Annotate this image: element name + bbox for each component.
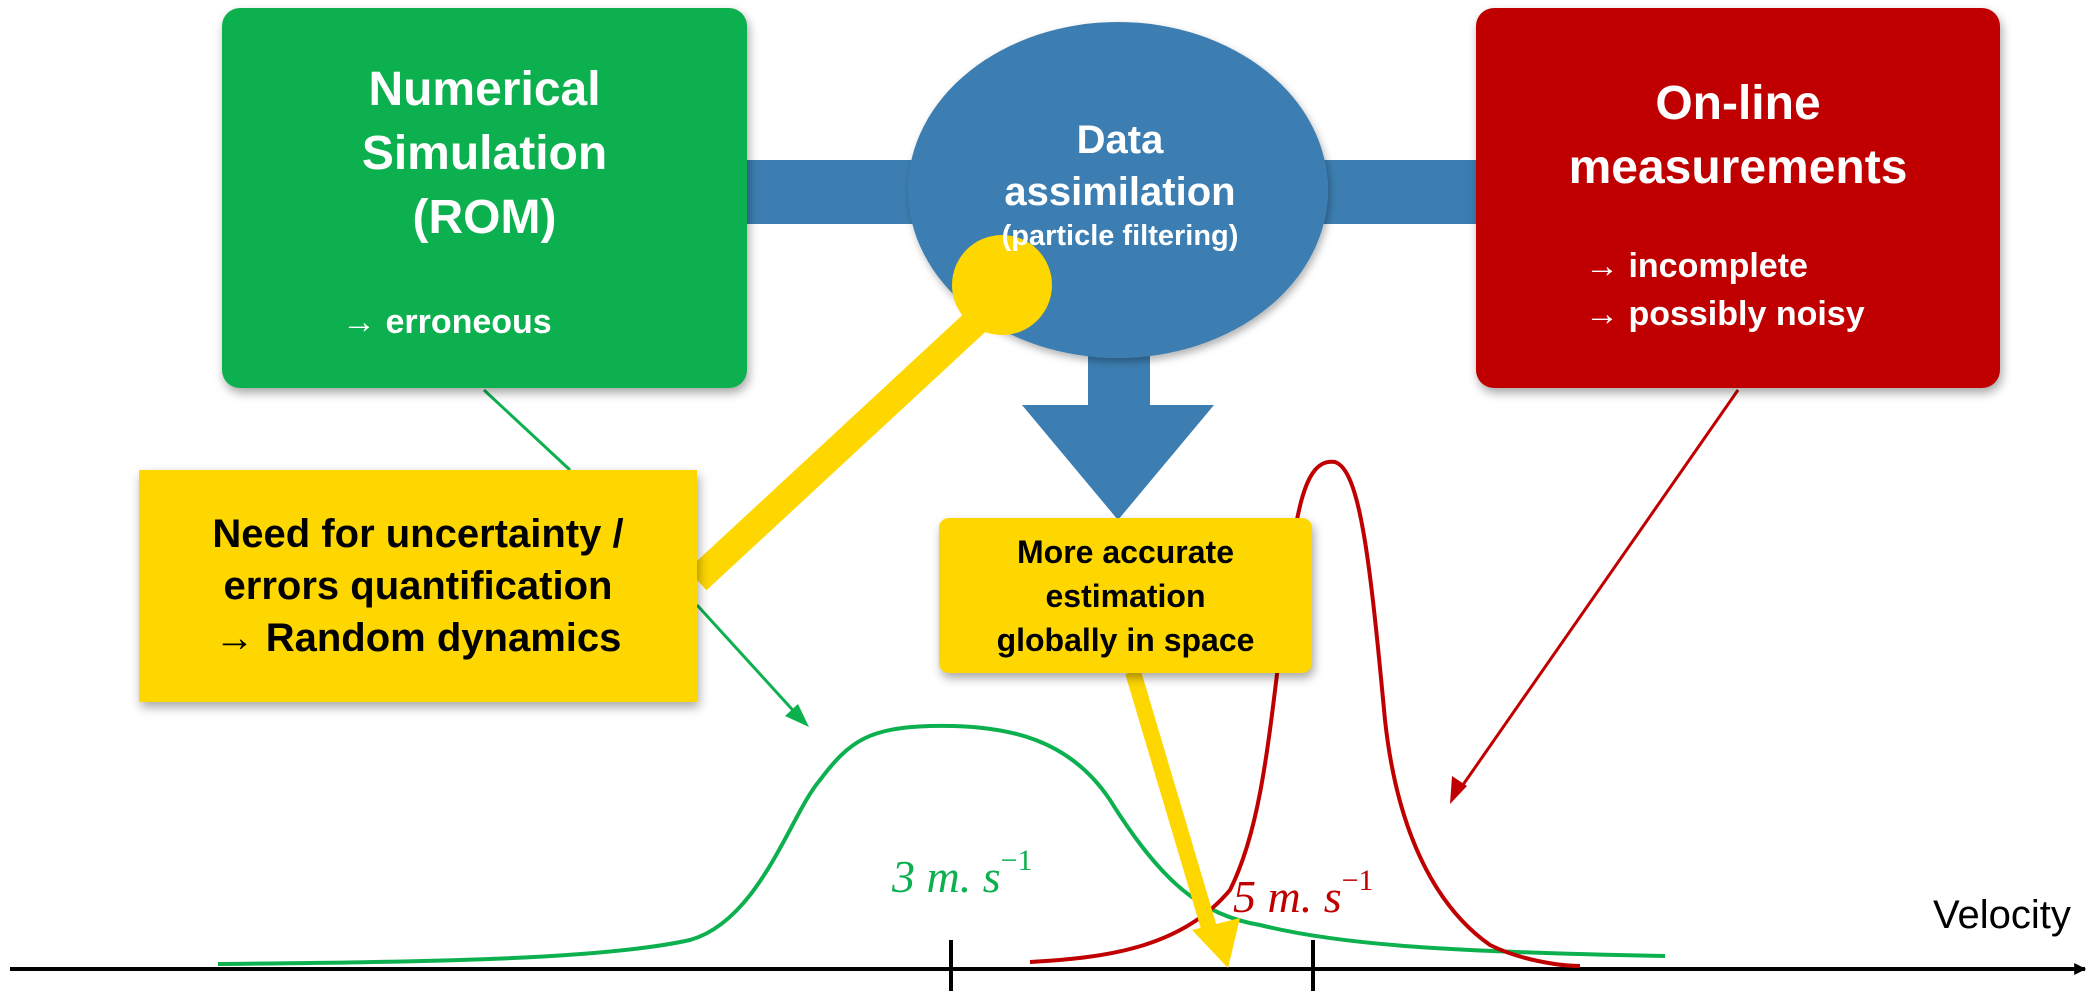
yellow-pointer-arrowhead [1192,918,1240,968]
down-arrow-head [1022,405,1214,520]
simulation-notes: → erroneous [342,298,552,346]
red-pointer-arrow [1456,389,1740,793]
estimation-line-1: More accurate [1017,533,1234,570]
uncertainty-quantification-box: Need for uncertainty / errors quantifica… [139,470,697,702]
accurate-estimation-box: More accurate estimation globally in spa… [939,518,1312,673]
velocity-5-exponent: −1 [1341,864,1374,897]
red-distribution-curve [1029,459,1581,968]
red-pointer-arrowhead [1450,776,1467,804]
data-assimilation-line-1: Data [1076,118,1164,162]
velocity-label-3: 3 m. s−1 [892,844,1033,903]
simulation-note: → erroneous [342,303,552,341]
measurements-title: On-line measurements [1476,72,2000,200]
simulation-title-line-1: Numerical [368,63,601,116]
velocity-3-exponent: −1 [1000,844,1033,877]
estimation-line-3: globally in space [996,621,1255,658]
yellow-link-dot [952,235,1052,335]
simulation-title-line-3: (ROM) [412,191,557,244]
yellow-pointer-arrow [1125,669,1220,941]
online-measurements-box: On-line measurements → incomplete → poss… [1476,8,2000,388]
green-pointer-arrowhead [785,704,809,727]
uncertainty-line-1: Need for uncertainty / [212,512,624,556]
measurements-title-line-2: measurements [1568,141,1908,194]
velocity-5-value: 5 [1233,871,1256,922]
velocity-3-unit: m. s [926,851,1001,902]
simulation-title-line-2: Simulation [361,127,608,180]
yellow-link-bar [687,279,1020,591]
measurements-note-2: → possibly noisy [1585,295,1865,333]
numerical-simulation-box: Numerical Simulation (ROM) → erroneous [222,8,747,388]
green-distribution-curve [217,723,1666,966]
green-pointer-arrow [695,603,802,720]
velocity-axis-label: Velocity [1933,893,2071,937]
velocity-3-value: 3 [892,851,915,902]
measurements-title-line-1: On-line [1655,77,1821,130]
measurements-note-1: → incomplete [1585,247,1808,285]
data-assimilation-label: Data assimilation (particle filtering) [920,114,1320,254]
simulation-title: Numerical Simulation (ROM) [222,58,747,250]
connector-bar-right [1310,160,1480,224]
velocity-5-unit: m. s [1267,871,1342,922]
data-assimilation-line-3: (particle filtering) [1001,220,1239,252]
sim-connector-line [482,388,572,472]
estimation-line-2: estimation [1045,577,1206,614]
connector-bar-left [740,160,940,224]
measurements-notes: → incomplete → possibly noisy [1585,242,1865,338]
uncertainty-line-2: errors quantification [223,564,613,608]
velocity-label-5: 5 m. s−1 [1233,864,1374,923]
data-assimilation-line-2: assimilation [1004,170,1236,214]
uncertainty-line-3: → Random dynamics [214,616,622,660]
